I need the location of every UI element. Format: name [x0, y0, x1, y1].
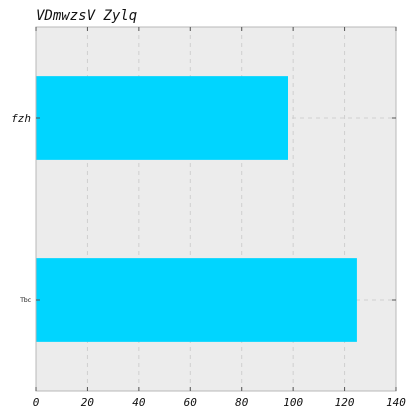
x-tick-label: 60 — [184, 396, 198, 409]
x-tick-label: 80 — [235, 396, 249, 409]
x-tick-label: 40 — [132, 396, 146, 409]
y-tick-label: Tbc — [19, 297, 31, 304]
x-tick-label: 20 — [81, 396, 95, 409]
tick-marks — [35, 27, 397, 391]
x-tick-label: 140 — [386, 396, 406, 409]
x-tick-label: 100 — [283, 396, 303, 409]
x-tick-label: 0 — [33, 396, 40, 409]
x-tick-labels: 0 20 40 60 80 100 120 140 — [33, 396, 407, 409]
y-tick-label: fzh — [11, 112, 31, 125]
bar-Tbc — [36, 258, 357, 342]
y-tick-labels: Tbc fzh — [11, 112, 31, 304]
chart-title: VDmwzsV Zylq — [36, 8, 137, 24]
bar-fzh — [36, 76, 288, 160]
plot-frame — [35, 26, 397, 392]
x-tick-label: 120 — [335, 396, 355, 409]
bars — [36, 76, 357, 342]
